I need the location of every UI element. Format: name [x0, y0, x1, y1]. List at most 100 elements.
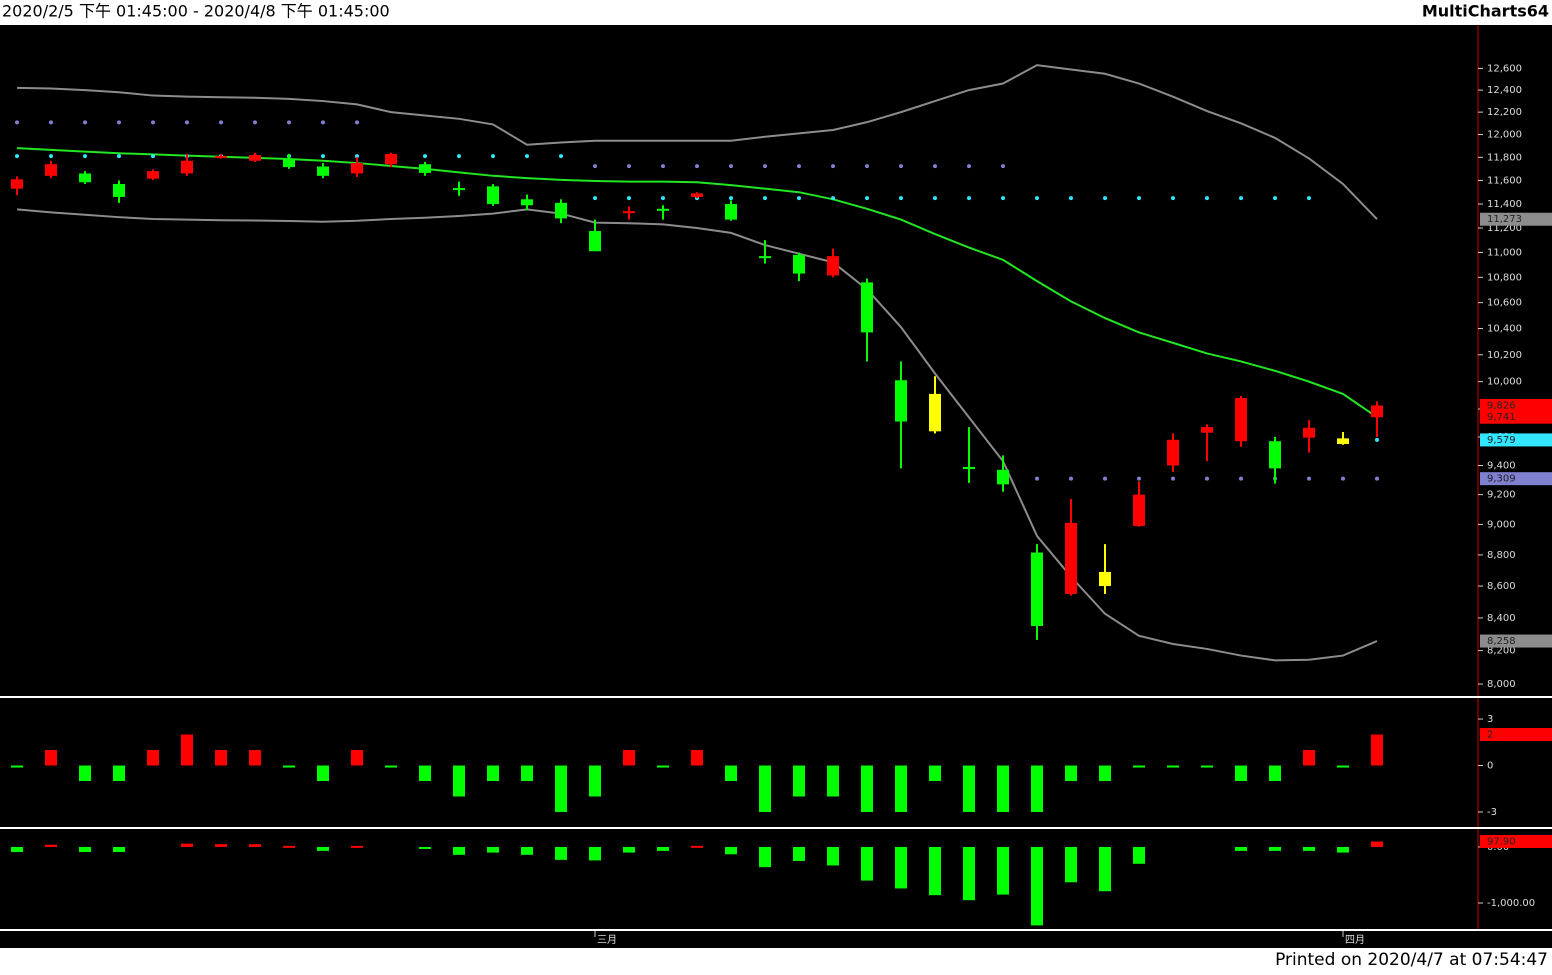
histogram-bar	[113, 765, 125, 782]
histogram-bar	[1337, 846, 1349, 853]
stop-dot	[559, 154, 563, 159]
histogram-bar	[1337, 765, 1349, 768]
histogram-bar	[283, 765, 295, 768]
stop-dot	[253, 120, 257, 125]
candle-body	[997, 469, 1009, 485]
stop-dot	[1239, 476, 1243, 481]
stop-dot	[967, 164, 971, 169]
last-value-tag	[1480, 634, 1552, 648]
candle-body	[623, 211, 635, 214]
histogram-bar	[351, 845, 363, 848]
y-tick-label: 10,400	[1487, 323, 1522, 334]
candle-body	[1031, 552, 1043, 627]
stop-dot	[729, 164, 733, 169]
candle-body	[45, 164, 57, 176]
chart-area	[0, 25, 1552, 948]
stop-dot	[321, 120, 325, 125]
y-tick-label: 10,800	[1487, 272, 1522, 283]
histogram-bar	[827, 765, 839, 797]
stop-dot	[117, 154, 121, 159]
histogram-bar	[1065, 765, 1077, 782]
histogram-bar	[623, 846, 635, 853]
stop-dot	[1035, 196, 1039, 201]
histogram-bar	[725, 846, 737, 855]
histogram-bar	[11, 765, 23, 768]
histogram-bar	[317, 765, 329, 782]
histogram-bar	[1031, 765, 1043, 812]
stop-dot	[1375, 437, 1379, 442]
stop-dot	[1307, 196, 1311, 201]
stop-dot	[117, 120, 121, 125]
stop-dot	[1171, 196, 1175, 201]
stop-dot	[491, 154, 495, 159]
stop-dot	[865, 196, 869, 201]
stop-dot	[899, 164, 903, 169]
y-tick-label: 10,000	[1487, 377, 1522, 388]
candle-body	[79, 173, 91, 183]
stop-dot	[933, 164, 937, 169]
last-value-tag	[1480, 834, 1552, 848]
candle-body	[521, 199, 533, 206]
stop-dot	[831, 164, 835, 169]
candle-body	[861, 282, 873, 333]
stop-dot	[1137, 196, 1141, 201]
histogram-bar	[589, 765, 601, 797]
print-footer: Printed on 2020/4/7 at 07:54:47	[1275, 950, 1548, 970]
stop-dot	[1001, 164, 1005, 169]
histogram-bar	[895, 765, 907, 812]
candle-body	[1065, 522, 1077, 594]
stop-dot	[1137, 476, 1141, 481]
stop-dot	[355, 120, 359, 125]
y-tick-label: -1,000.00	[1487, 898, 1535, 909]
stop-dot	[627, 196, 631, 201]
stop-dot	[1239, 196, 1243, 201]
y-tick-label: 8,400	[1487, 613, 1516, 624]
last-value-label: 2	[1487, 730, 1493, 741]
candle-body	[555, 202, 567, 219]
stop-dot	[763, 164, 767, 169]
histogram-bar	[317, 846, 329, 851]
stop-dot	[1069, 476, 1073, 481]
histogram-bar	[657, 846, 669, 851]
candle-body	[181, 160, 193, 174]
histogram-bar	[793, 765, 805, 797]
last-value-tag	[1480, 212, 1552, 226]
histogram-bar	[929, 765, 941, 782]
stop-dot	[321, 154, 325, 159]
stop-dot	[1103, 196, 1107, 201]
histogram-bar	[1371, 841, 1383, 847]
last-value-tag	[1480, 410, 1552, 424]
histogram-bar	[181, 734, 193, 766]
histogram-bar	[1303, 750, 1315, 766]
histogram-bar	[351, 750, 363, 766]
last-value-label: 8,258	[1487, 636, 1516, 647]
x-tick-label: 四月	[1345, 934, 1365, 946]
histogram-bar	[1201, 765, 1213, 768]
histogram-bar	[249, 750, 261, 766]
histogram-bar	[385, 765, 397, 768]
y-tick-label: 12,000	[1487, 130, 1522, 141]
candle-body	[963, 466, 975, 470]
stop-dot	[1205, 196, 1209, 201]
y-tick-label: 9,000	[1487, 519, 1516, 530]
candle-body	[1269, 441, 1281, 469]
stop-dot	[933, 196, 937, 201]
y-tick-label: 11,200	[1487, 223, 1522, 234]
y-tick-label: 11,000	[1487, 247, 1522, 258]
stop-dot	[1103, 476, 1107, 481]
histogram-bar	[589, 846, 601, 861]
stop-dot	[763, 196, 767, 201]
candle-body	[453, 188, 465, 191]
y-tick-label: 0	[1487, 761, 1493, 772]
last-value-label: 9,309	[1487, 474, 1516, 485]
stop-dot	[797, 164, 801, 169]
stop-dot	[1035, 476, 1039, 481]
histogram-bar	[79, 765, 91, 782]
candle-body	[1133, 494, 1145, 526]
candle-body	[113, 183, 125, 197]
stop-dot	[185, 120, 189, 125]
histogram-bar	[249, 844, 261, 847]
candle-body	[589, 231, 601, 252]
histogram-bar	[1167, 765, 1179, 768]
